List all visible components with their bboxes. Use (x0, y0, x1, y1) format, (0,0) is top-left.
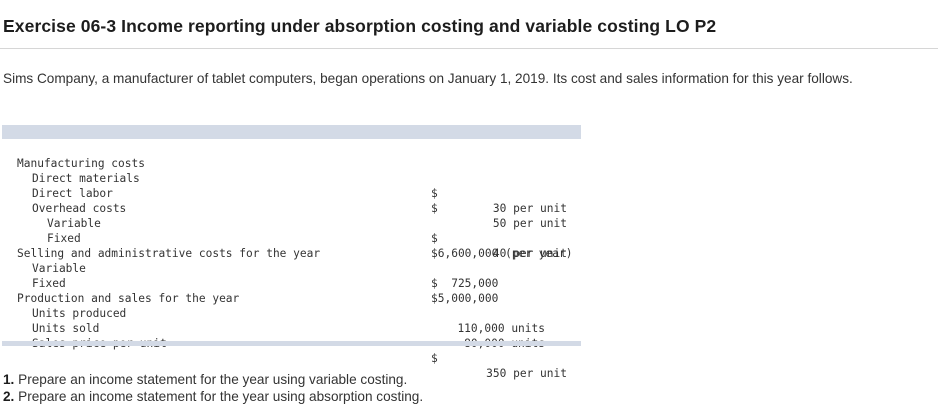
direct-labor-amount: 50 per unit (492, 217, 567, 230)
table-row: Units sold 80,000 units (2, 306, 581, 350)
units-produced-amount: 110,000 units (457, 322, 545, 335)
question-list: 1. Prepare an income statement for the y… (3, 371, 423, 405)
question-item: 1. Prepare an income statement for the y… (3, 371, 423, 388)
table-row: Production and sales for the year (2, 276, 581, 305)
section-label-production-sales: Production and sales for the year (17, 292, 240, 305)
cost-info-table: Manufacturing costs Direct materials $ 3… (2, 125, 581, 380)
table-footer-band (2, 341, 581, 346)
sa-variable-amount: $ 725,000 (431, 277, 499, 290)
sa-variable-label: Variable (32, 262, 86, 275)
section-label-manufacturing-costs: Manufacturing costs (17, 157, 145, 170)
question-text: Prepare an income statement for the year… (18, 372, 408, 387)
sa-fixed-amount: $5,000,000 (431, 292, 499, 305)
direct-materials-amount: 30 per unit (492, 202, 567, 215)
dollar-sign: $ (431, 187, 438, 200)
table-row: Fixed $5,000,000 (2, 261, 581, 305)
units-sold-label: Units sold (32, 322, 100, 335)
exercise-title: Exercise 06-3 Income reporting under abs… (3, 16, 717, 36)
table-row: Selling and administrative costs for the… (2, 231, 581, 260)
question-number: 1. (3, 372, 15, 387)
sa-fixed-label: Fixed (32, 277, 66, 290)
question-number: 2. (3, 389, 15, 404)
table-header-band (2, 125, 581, 139)
title-divider (0, 48, 938, 49)
overhead-variable-label: Variable (47, 217, 101, 230)
table-row: Manufacturing costs (2, 141, 581, 170)
dollar-sign: $ (431, 202, 438, 215)
question-text: Prepare an income statement for the year… (18, 389, 424, 404)
table-row: Sales price per unit $ 350 per unit (2, 321, 581, 380)
table-row: Units produced 110,000 units (2, 291, 581, 335)
table-row: Fixed $6,600,000 (per year) (2, 216, 581, 260)
direct-materials-label: Direct materials (32, 172, 140, 185)
question-item: 2. Prepare an income statement for the y… (3, 388, 423, 405)
direct-labor-label: Direct labor (32, 187, 113, 200)
units-produced-label: Units produced (32, 307, 127, 320)
overhead-fixed-amount: $6,600,000 (per year) (431, 247, 573, 260)
overhead-variable-amount: 40 per unit (492, 247, 567, 260)
table-row: Variable $ 40 per unit (2, 201, 581, 260)
section-label-selling-admin: Selling and administrative costs for the… (17, 247, 321, 260)
dollar-sign: $ (431, 352, 438, 365)
dollar-sign: $ (431, 232, 438, 245)
overhead-fixed-label: Fixed (47, 232, 81, 245)
table-row: Direct labor $ 50 per unit (2, 171, 581, 230)
table-row: Variable $ 725,000 (2, 246, 581, 290)
sales-price-amount: 350 per unit (486, 367, 567, 380)
intro-paragraph: Sims Company, a manufacturer of tablet c… (3, 71, 853, 86)
table-row: Direct materials $ 30 per unit (2, 156, 581, 215)
table-row: Overhead costs (2, 186, 581, 215)
section-label-overhead-costs: Overhead costs (32, 202, 127, 215)
